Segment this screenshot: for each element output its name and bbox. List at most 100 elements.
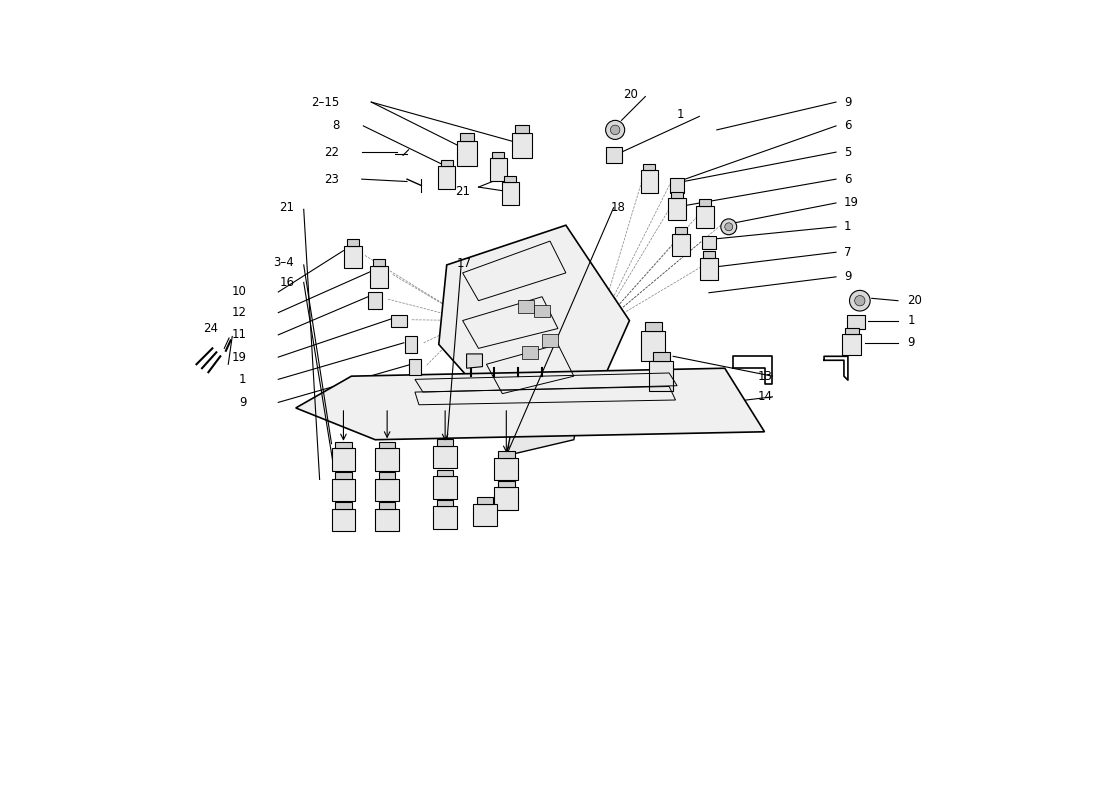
Text: 6: 6	[844, 173, 851, 186]
Text: 11: 11	[231, 328, 246, 342]
Polygon shape	[437, 500, 453, 506]
Text: 1: 1	[239, 373, 246, 386]
Polygon shape	[375, 478, 399, 501]
Text: 20: 20	[908, 294, 923, 307]
Text: 7: 7	[844, 246, 851, 258]
Polygon shape	[336, 472, 352, 478]
Polygon shape	[375, 509, 399, 531]
Text: 12: 12	[231, 306, 246, 319]
Polygon shape	[644, 164, 656, 170]
Polygon shape	[433, 476, 458, 498]
Text: 16: 16	[279, 276, 294, 289]
Text: 1: 1	[844, 220, 851, 234]
Polygon shape	[473, 504, 497, 526]
Polygon shape	[494, 487, 518, 510]
Text: 14: 14	[758, 390, 773, 403]
Polygon shape	[492, 152, 505, 158]
Polygon shape	[336, 502, 352, 509]
Polygon shape	[522, 346, 538, 358]
Polygon shape	[649, 361, 673, 391]
Circle shape	[725, 223, 733, 230]
Text: 10: 10	[232, 286, 246, 298]
Polygon shape	[498, 451, 515, 458]
Text: 21: 21	[279, 202, 294, 214]
Polygon shape	[466, 354, 483, 368]
Polygon shape	[515, 126, 529, 133]
Polygon shape	[373, 259, 385, 266]
Polygon shape	[700, 258, 717, 280]
Polygon shape	[409, 358, 421, 374]
Text: 9: 9	[844, 270, 851, 283]
Polygon shape	[336, 442, 352, 449]
Polygon shape	[645, 322, 661, 331]
Polygon shape	[368, 292, 383, 310]
Polygon shape	[378, 472, 396, 478]
Polygon shape	[675, 227, 688, 234]
Polygon shape	[696, 206, 714, 229]
Polygon shape	[653, 352, 670, 361]
Polygon shape	[460, 134, 473, 141]
Polygon shape	[344, 246, 362, 268]
Text: 9: 9	[844, 95, 851, 109]
Polygon shape	[698, 199, 711, 206]
Polygon shape	[456, 141, 476, 166]
Polygon shape	[606, 147, 621, 163]
Polygon shape	[331, 478, 355, 501]
Polygon shape	[371, 266, 388, 288]
Polygon shape	[703, 251, 715, 258]
Polygon shape	[405, 336, 417, 353]
Polygon shape	[441, 160, 453, 166]
Polygon shape	[331, 509, 355, 531]
Polygon shape	[438, 166, 455, 189]
Polygon shape	[502, 182, 519, 205]
Circle shape	[720, 219, 737, 234]
Polygon shape	[378, 502, 396, 509]
Polygon shape	[542, 334, 558, 346]
Text: 23: 23	[324, 173, 340, 186]
Polygon shape	[672, 234, 690, 256]
Text: 24: 24	[202, 322, 218, 335]
Circle shape	[855, 295, 865, 306]
Polygon shape	[513, 133, 532, 158]
Polygon shape	[518, 300, 535, 313]
Text: 1: 1	[908, 314, 915, 327]
Text: 9: 9	[239, 396, 246, 409]
Polygon shape	[331, 449, 355, 470]
Polygon shape	[504, 176, 516, 182]
Text: 19: 19	[844, 197, 859, 210]
Polygon shape	[490, 158, 507, 181]
Text: 21: 21	[455, 186, 470, 198]
Polygon shape	[498, 481, 515, 487]
Polygon shape	[375, 449, 399, 470]
Polygon shape	[346, 239, 359, 246]
Polygon shape	[433, 446, 458, 468]
Polygon shape	[506, 398, 582, 456]
Polygon shape	[669, 198, 686, 221]
Text: 17: 17	[456, 257, 471, 270]
Text: 18: 18	[610, 202, 625, 214]
Text: 20: 20	[623, 88, 638, 101]
Text: 22: 22	[324, 146, 340, 158]
Polygon shape	[641, 331, 666, 361]
Polygon shape	[296, 368, 764, 440]
Circle shape	[610, 125, 620, 134]
Polygon shape	[702, 236, 716, 249]
Polygon shape	[847, 315, 865, 330]
Polygon shape	[535, 305, 550, 318]
Polygon shape	[433, 506, 458, 529]
Text: 13: 13	[758, 370, 773, 382]
Polygon shape	[671, 191, 683, 198]
Text: 8: 8	[332, 119, 340, 133]
Polygon shape	[640, 170, 658, 193]
Text: 2–15: 2–15	[311, 95, 340, 109]
Polygon shape	[843, 334, 861, 354]
Text: 3–4: 3–4	[274, 256, 294, 269]
Text: 6: 6	[844, 119, 851, 133]
Text: 1: 1	[678, 107, 684, 121]
Polygon shape	[378, 442, 396, 449]
Text: 9: 9	[908, 336, 915, 350]
Polygon shape	[494, 458, 518, 480]
Polygon shape	[476, 498, 493, 504]
Text: 5: 5	[844, 146, 851, 158]
Polygon shape	[439, 226, 629, 416]
